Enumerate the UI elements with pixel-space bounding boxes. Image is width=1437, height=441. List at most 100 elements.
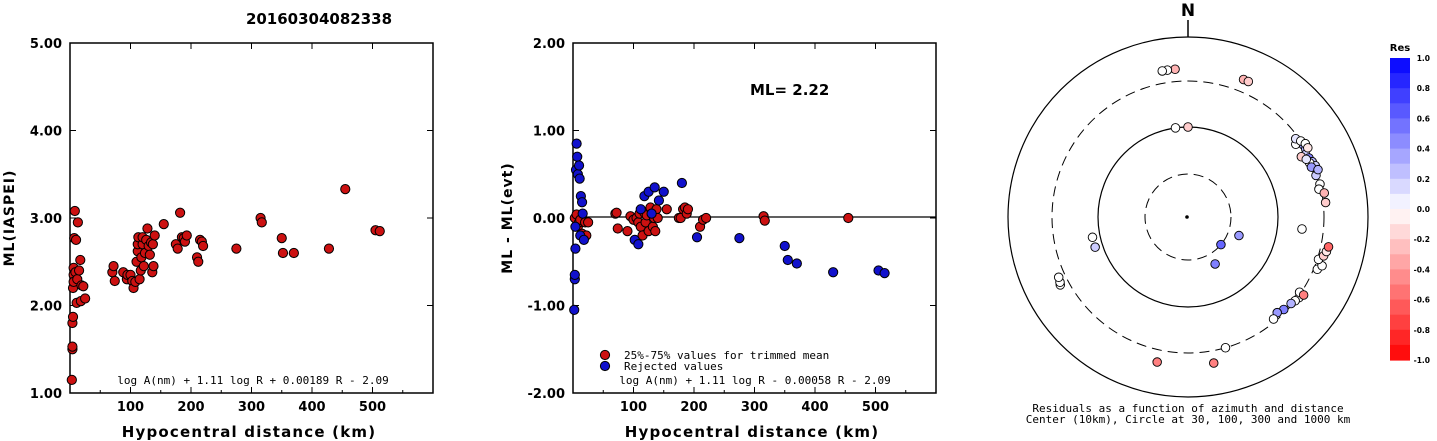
data-point — [144, 249, 155, 260]
residual-point — [1152, 357, 1162, 367]
rejected-point — [635, 204, 646, 215]
y-tick-label: 0.00 — [533, 212, 565, 227]
residual-point — [1216, 239, 1226, 250]
y-ticks-left: 1.00 2.00 3.00 4.00 5.00 — [30, 37, 433, 402]
colorbar-cell — [1390, 73, 1410, 89]
trimmed-point — [583, 217, 594, 228]
y-tick-label: 3.00 — [30, 212, 62, 227]
data-point — [73, 265, 85, 276]
data-point — [193, 256, 204, 267]
legend-label-trimmed: 25%-75% values for trimmed mean — [624, 349, 829, 362]
residual-point — [1286, 298, 1296, 309]
data-point — [198, 240, 209, 252]
data-point — [142, 223, 153, 234]
colorbar-labels: 1.0 0.8 0.6 0.4 0.2 0.0 -0.2 -0.4 -0.6 -0.8 -1.0 — [1414, 54, 1430, 365]
colorbar: Res 1.0 0.8 0.6 0.4 0.2 0.0 -0.2 -0.4 -0.6 -0.8 -1… — [1390, 43, 1430, 365]
polar-caption-line2: Center (10km), Circle at 30, 100, 300 an… — [1026, 413, 1351, 426]
data-point — [67, 341, 78, 352]
x-tick-label: 500 — [359, 400, 386, 415]
data-point — [70, 234, 82, 245]
data-point — [78, 281, 89, 292]
residual-point — [1313, 164, 1323, 175]
colorbar-label: -0.2 — [1414, 235, 1430, 244]
colorbar-cell — [1390, 344, 1410, 361]
x-tick-label: 300 — [238, 400, 265, 415]
rejected-point — [573, 160, 585, 171]
data-point — [66, 374, 77, 385]
panel-ml-residual: -2.00 -1.00 0.00 1.00 2.00 100 200 300 400 500 M… — [500, 37, 937, 441]
rejected-point — [782, 254, 793, 266]
trimmed-point — [622, 226, 633, 237]
data-point — [323, 243, 335, 254]
data-point — [175, 207, 186, 218]
legend-label-rejected: Rejected values — [624, 360, 723, 373]
residual-point — [1170, 123, 1181, 133]
data-point — [67, 311, 79, 322]
rejected-point — [779, 240, 790, 252]
rejected-point — [633, 239, 644, 250]
data-point — [149, 230, 160, 241]
data-point — [134, 274, 145, 285]
data-point — [148, 261, 159, 272]
colorbar-cell — [1390, 133, 1410, 150]
colorbar-label: 0.2 — [1417, 175, 1430, 184]
rejected-point — [578, 234, 589, 245]
x-tick-label: 500 — [862, 400, 889, 415]
rejected-point — [734, 233, 745, 244]
data-point — [108, 261, 119, 272]
residual-point — [1298, 290, 1309, 300]
x-tick-label: 400 — [298, 400, 325, 415]
trimmed-point — [661, 204, 672, 215]
colorbar-label: 0.8 — [1417, 84, 1430, 93]
residual-point — [1323, 242, 1334, 252]
data-point — [277, 247, 289, 259]
ring-1000km — [1007, 36, 1369, 398]
colorbar-label: 0.6 — [1417, 114, 1430, 123]
data-point — [138, 261, 149, 272]
rejected-point — [676, 177, 688, 189]
formula-left: log A(nm) + 1.11 log R + 0.00189 R - 2.0… — [117, 374, 389, 387]
rejected-point — [653, 195, 665, 206]
colorbar-cell — [1390, 209, 1410, 225]
data-point — [288, 247, 299, 259]
epicenter — [1185, 215, 1189, 219]
points-polar — [1053, 64, 1334, 368]
colorbar-cell — [1390, 269, 1410, 286]
rejected-point — [574, 173, 585, 184]
trimmed-point — [650, 226, 661, 237]
colorbar-cell — [1390, 239, 1410, 255]
rejected-point — [691, 232, 703, 243]
ml-annotation: ML= 2.22 — [750, 81, 829, 99]
colorbar-cell — [1390, 193, 1410, 210]
residual-point — [1268, 314, 1279, 324]
x-ticks-left: 100 200 300 400 500 — [99, 43, 404, 415]
residual-point — [1053, 272, 1064, 283]
residual-point — [1087, 232, 1098, 243]
x-tick-label: 200 — [177, 400, 204, 415]
y-tick-label: 5.00 — [30, 37, 62, 52]
residual-point — [1319, 188, 1330, 198]
colorbar-cell — [1390, 254, 1410, 270]
y-tick-label: 4.00 — [30, 125, 62, 140]
colorbar-label: -0.8 — [1414, 326, 1430, 335]
residual-point — [1157, 66, 1167, 76]
panel-ml-iaspei: 1.00 2.00 3.00 4.00 5.00 100 200 300 400 500 log… — [2, 37, 434, 441]
data-point — [172, 243, 183, 254]
data-point — [75, 254, 86, 266]
figure-title: 20160304082338 — [246, 10, 392, 28]
x-tick-label: 400 — [801, 400, 828, 415]
y-tick-label: -2.00 — [528, 387, 565, 402]
colorbar-cell — [1390, 148, 1410, 165]
rejected-point — [569, 304, 580, 315]
y-ticks-middle: -2.00 -1.00 0.00 1.00 2.00 — [528, 37, 936, 402]
residual-point — [1220, 342, 1231, 353]
data-point — [147, 239, 158, 250]
north-label: N — [1181, 1, 1195, 21]
y-tick-label: 2.00 — [30, 300, 62, 315]
residual-point — [1209, 358, 1219, 368]
colorbar-cell — [1390, 224, 1410, 240]
colorbar-cell — [1390, 103, 1410, 119]
x-ticks-middle: 100 200 300 400 500 — [602, 43, 907, 415]
colorbar-cell — [1390, 329, 1410, 346]
